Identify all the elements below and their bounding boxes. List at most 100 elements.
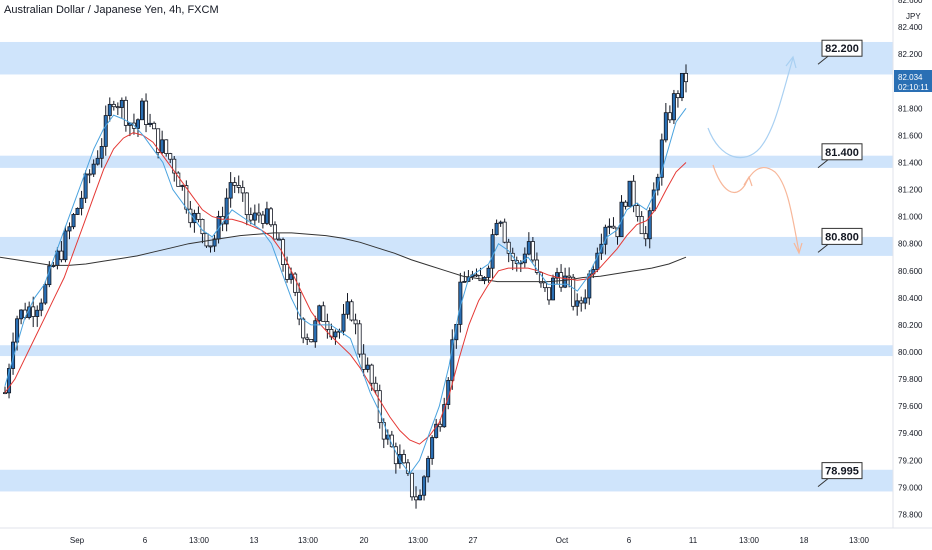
candle-body: [156, 128, 161, 153]
level-pointer-0: [817, 55, 829, 65]
x-tick-label: 18: [800, 536, 809, 545]
candle-body: [377, 390, 382, 423]
candle-body: [555, 272, 560, 279]
candle-body: [530, 241, 535, 261]
candle-body: [526, 241, 531, 255]
zone-band-2: [0, 236, 893, 256]
candle-body: [204, 233, 209, 247]
candle-body: [3, 392, 8, 395]
y-tick-label: 82.200: [898, 50, 923, 59]
candle-body: [297, 291, 302, 320]
candle-body: [643, 233, 648, 240]
level-label-1: 81.400: [825, 147, 859, 159]
candle-body: [583, 297, 588, 304]
candle-body: [119, 99, 124, 108]
candle-body: [442, 404, 447, 428]
level-box-1[interactable]: [821, 143, 863, 161]
candle-body: [148, 122, 153, 125]
candle-body: [651, 189, 656, 212]
candle-body: [192, 212, 197, 224]
y-tick-label: 81.000: [898, 213, 923, 222]
x-tick-label: Oct: [556, 536, 569, 545]
x-tick-label: Sep: [70, 536, 85, 545]
candle-body: [224, 197, 229, 225]
candle-body: [7, 368, 12, 394]
candle-body: [345, 301, 350, 315]
level-box-4[interactable]: [821, 462, 863, 480]
time-axis[interactable]: Sep 6 13:00 13 13:00 20 13:00 27 Oct 6 11 13:00 18 13…: [70, 536, 870, 545]
level-box-0[interactable]: [821, 39, 863, 57]
x-tick-label: 13: [250, 536, 259, 545]
candle-body: [135, 119, 140, 129]
candle-body: [506, 241, 511, 254]
candle-body: [39, 302, 44, 311]
candle-body: [236, 185, 241, 188]
candle-body: [534, 259, 539, 273]
candle-body: [87, 173, 92, 176]
y-tick-label: 78.800: [898, 510, 923, 519]
candle-body: [675, 93, 680, 99]
x-tick-label: 13:00: [849, 536, 870, 545]
x-tick-label: 6: [627, 536, 632, 545]
candle-body: [325, 321, 330, 330]
zone-band-4: [0, 469, 893, 492]
candle-body: [571, 276, 576, 307]
level-labels: 82.200 81.400 80.800 78.995: [817, 39, 863, 488]
candle-body: [184, 185, 189, 210]
candle-body: [83, 173, 88, 199]
y-tick-label: 79.800: [898, 375, 923, 384]
zone-band-0: [0, 41, 893, 75]
candle-body: [91, 163, 96, 175]
candle-body: [200, 219, 205, 235]
candle-body: [180, 185, 185, 187]
candle-body: [281, 239, 286, 265]
chart-title: Australian Dollar / Japanese Yen, 4h, FX…: [4, 4, 219, 16]
candle-body: [357, 323, 362, 355]
candle-body: [309, 339, 314, 343]
candle-body: [240, 187, 245, 194]
x-tick-label: 11: [689, 536, 698, 545]
current-price-value: 82.034: [898, 73, 923, 82]
bearish-projection-mid-arrowhead: [743, 175, 753, 187]
level-pointer-1: [817, 159, 829, 169]
candle-body: [264, 208, 269, 224]
x-tick-label: 20: [360, 536, 369, 545]
candle-body: [546, 287, 551, 301]
candle-body: [623, 201, 628, 207]
candle-body: [611, 225, 616, 229]
price-axis[interactable]: 82.60082.40082.20082.00081.80081.60081.4…: [898, 0, 923, 519]
candle-body: [111, 103, 116, 108]
candle-body: [59, 250, 64, 261]
y-tick-label: 80.400: [898, 294, 923, 303]
bullish-projection-arrowhead: [785, 55, 797, 69]
candlesticks: [3, 64, 689, 509]
level-pointer-4: [817, 478, 829, 488]
y-tick-label: 79.000: [898, 483, 923, 492]
slow-moving-average: [4, 132, 687, 445]
candle-body: [349, 301, 354, 321]
x-tick-label: 27: [469, 536, 478, 545]
candle-body: [152, 122, 157, 130]
candle-body: [75, 207, 80, 215]
candle-body: [434, 423, 439, 438]
candle-body: [333, 331, 338, 338]
level-label-4: 78.995: [825, 466, 859, 478]
candle-body: [301, 318, 306, 339]
candle-body: [71, 214, 76, 228]
candle-body: [272, 224, 277, 240]
candle-body: [414, 496, 419, 501]
candle-body: [365, 364, 370, 370]
candle-body: [619, 201, 624, 238]
candle-body: [160, 139, 165, 153]
candle-body: [260, 214, 265, 224]
level-label-0: 82.200: [825, 43, 859, 55]
candle-body: [289, 273, 294, 280]
level-box-2[interactable]: [821, 227, 863, 245]
candle-body: [313, 320, 318, 343]
candle-body: [103, 115, 108, 147]
x-tick-label: 13:00: [189, 536, 210, 545]
candle-body: [426, 458, 431, 478]
candle-body: [353, 319, 358, 325]
candle-body: [450, 339, 455, 381]
